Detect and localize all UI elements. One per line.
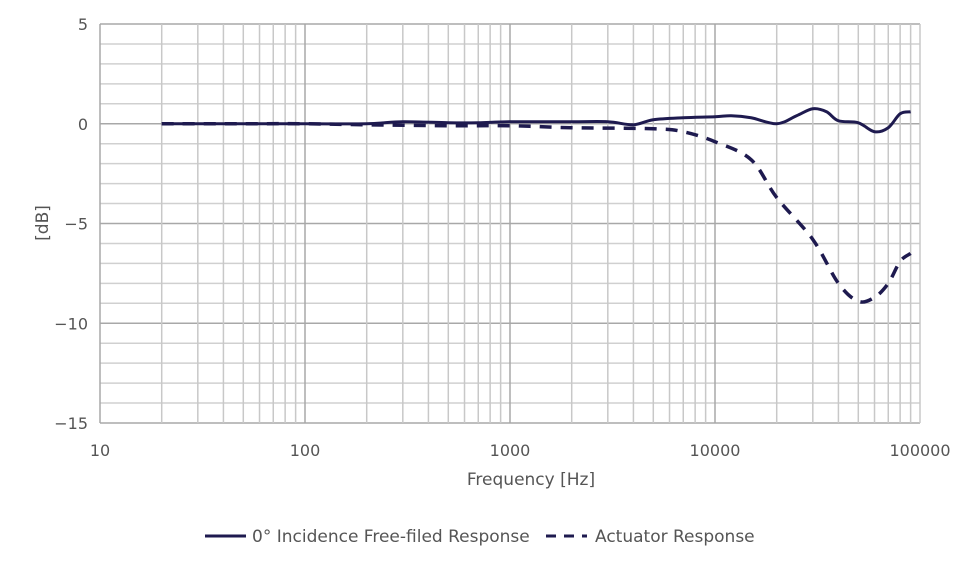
x-tick-label: 1000: [490, 441, 531, 460]
y-axis-label: [dB]: [33, 205, 53, 241]
y-tick-label: −15: [54, 414, 88, 433]
x-tick-label: 10: [90, 441, 110, 460]
legend-label-0: 0° Incidence Free-filed Response: [252, 527, 530, 547]
legend-label-1: Actuator Response: [595, 527, 755, 547]
y-tick-label: −5: [64, 215, 88, 234]
y-tick-label: 0: [78, 115, 88, 134]
y-tick-label: −10: [54, 314, 88, 333]
series-line-0: [161, 107, 911, 134]
x-tick-label: 100000: [889, 441, 950, 460]
y-tick-label: 5: [78, 15, 88, 34]
x-tick-label: 100: [290, 441, 321, 460]
legend: 0° Incidence Free-filed Response Actuato…: [205, 527, 755, 547]
x-tick-label: 10000: [690, 441, 741, 460]
series-line-1: [161, 121, 912, 304]
x-axis-label: Frequency [Hz]: [467, 470, 595, 490]
